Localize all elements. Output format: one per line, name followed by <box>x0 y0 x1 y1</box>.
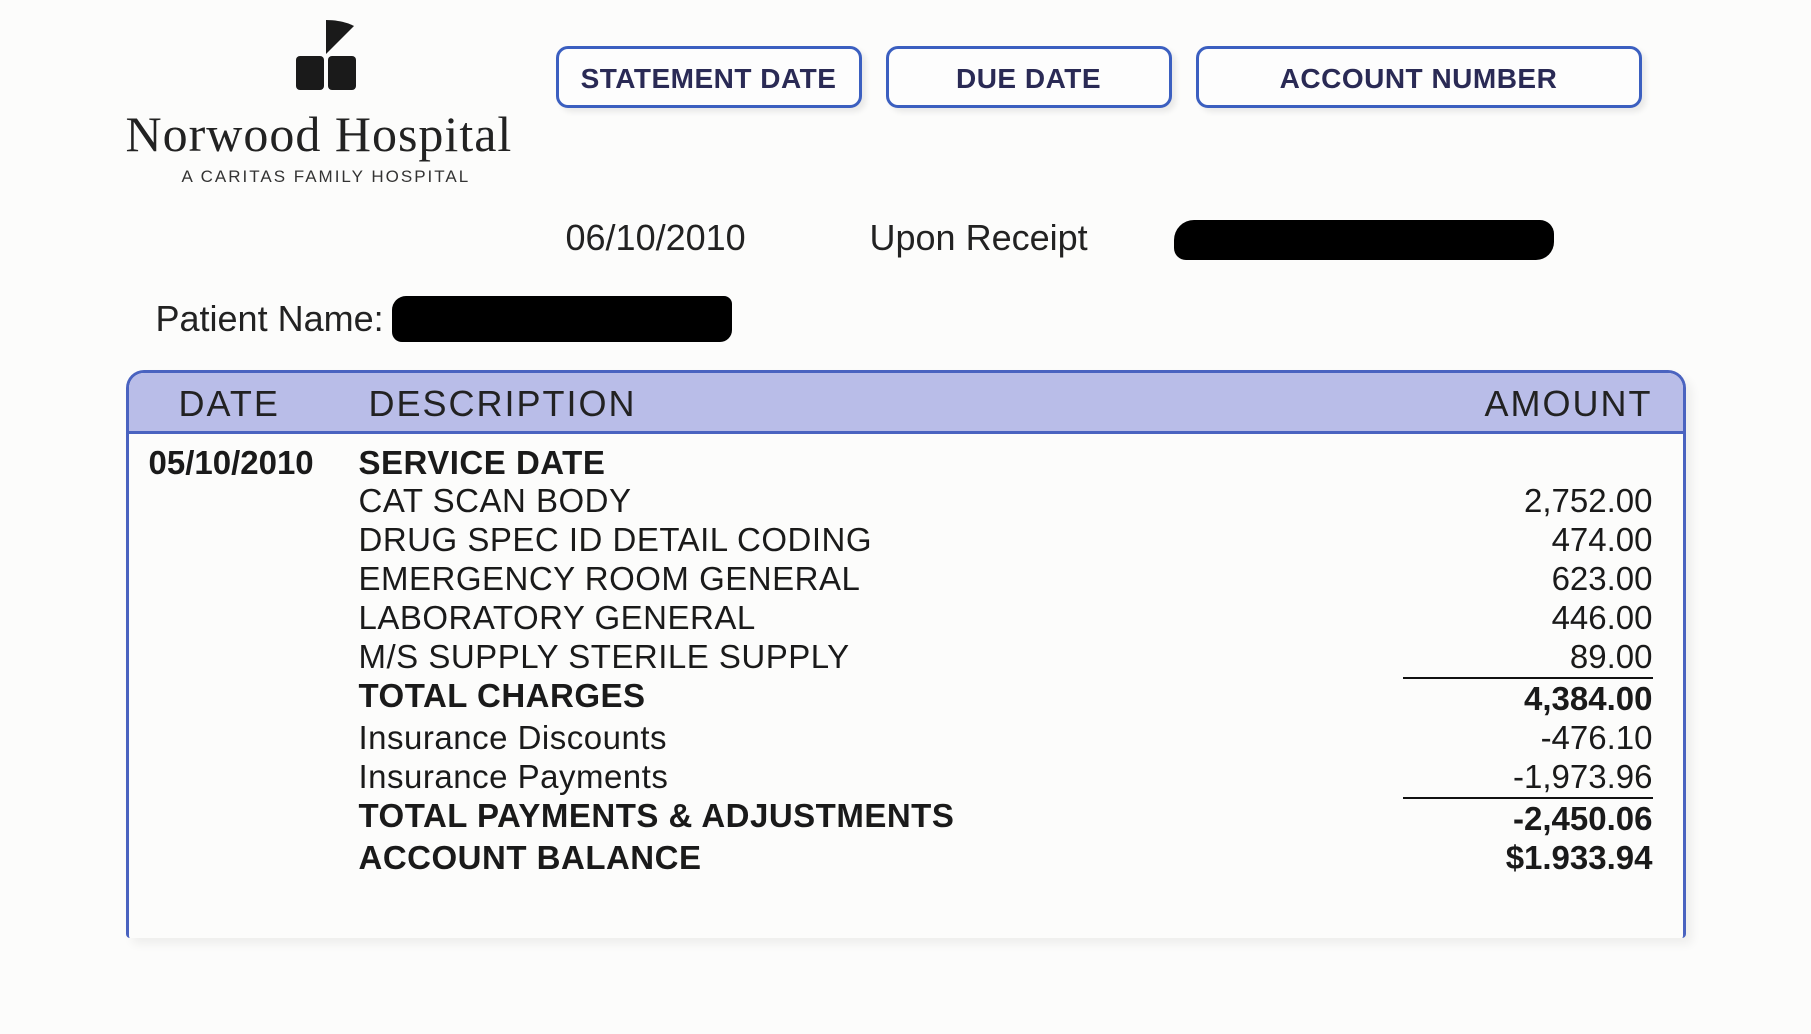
line-amount: 623.00 <box>1403 560 1653 599</box>
line-desc: EMERGENCY ROOM GENERAL <box>359 560 1403 599</box>
line-amount: 446.00 <box>1403 599 1653 638</box>
line-item: CAT SCAN BODY 2,752.00 <box>149 482 1653 521</box>
statement-page: Norwood Hospital A CARITAS FAMILY HOSPIT… <box>96 0 1716 978</box>
patient-name-label: Patient Name: <box>156 298 384 340</box>
line-desc: M/S SUPPLY STERILE SUPPLY <box>359 638 1403 677</box>
line-amount: 2,752.00 <box>1403 482 1653 521</box>
hospital-logo-block: Norwood Hospital A CARITAS FAMILY HOSPIT… <box>126 20 526 187</box>
insurance-discounts-row: Insurance Discounts -476.10 <box>149 719 1653 758</box>
ins-discounts-amount: -476.10 <box>1403 719 1653 758</box>
line-desc: LABORATORY GENERAL <box>359 599 1403 638</box>
line-item: EMERGENCY ROOM GENERAL 623.00 <box>149 560 1653 599</box>
account-balance-row: ACCOUNT BALANCE $1.933.94 <box>149 839 1653 878</box>
line-item: LABORATORY GENERAL 446.00 <box>149 599 1653 638</box>
label-statement-date: STATEMENT DATE <box>556 46 862 108</box>
total-payments-adjustments-row: TOTAL PAYMENTS & ADJUSTMENTS -2,450.06 <box>149 797 1653 839</box>
hospital-tagline: A CARITAS FAMILY HOSPITAL <box>182 167 526 187</box>
service-date-row: 05/10/2010 SERVICE DATE <box>149 444 1653 482</box>
label-due-date: DUE DATE <box>886 46 1172 108</box>
redacted-patient-name <box>392 296 732 342</box>
value-account-number <box>1154 217 1600 260</box>
line-desc: CAT SCAN BODY <box>359 482 1403 521</box>
th-description: DESCRIPTION <box>369 383 1403 425</box>
ins-payments-amount: -1,973.96 <box>1403 758 1653 797</box>
total-pay-adj-label: TOTAL PAYMENTS & ADJUSTMENTS <box>359 797 1403 839</box>
account-balance-label: ACCOUNT BALANCE <box>359 839 1403 878</box>
header-row: Norwood Hospital A CARITAS FAMILY HOSPIT… <box>126 20 1686 187</box>
total-charges-label: TOTAL CHARGES <box>359 677 1403 719</box>
patient-row: Patient Name: <box>126 296 1686 342</box>
charges-table: DATE DESCRIPTION AMOUNT 05/10/2010 SERVI… <box>126 370 1686 937</box>
service-date: 05/10/2010 <box>149 444 359 482</box>
value-statement-date: 06/10/2010 <box>556 217 870 260</box>
ins-discounts-label: Insurance Discounts <box>359 719 1403 758</box>
line-item: DRUG SPEC ID DETAIL CODING 474.00 <box>149 521 1653 560</box>
line-item: M/S SUPPLY STERILE SUPPLY 89.00 <box>149 638 1653 677</box>
table-body: 05/10/2010 SERVICE DATE CAT SCAN BODY 2,… <box>129 434 1683 937</box>
line-amount: 89.00 <box>1403 638 1653 677</box>
line-desc: DRUG SPEC ID DETAIL CODING <box>359 521 1403 560</box>
insurance-payments-row: Insurance Payments -1,973.96 <box>149 758 1653 797</box>
hospital-name: Norwood Hospital <box>126 105 526 163</box>
total-pay-adj-amount: -2,450.06 <box>1403 797 1653 839</box>
th-date: DATE <box>179 383 369 425</box>
account-balance-amount: $1.933.94 <box>1403 839 1653 878</box>
header-values-row: 06/10/2010 Upon Receipt <box>126 217 1686 260</box>
hospital-logo-icon <box>286 20 526 97</box>
total-charges-row: TOTAL CHARGES 4,384.00 <box>149 677 1653 719</box>
service-date-label: SERVICE DATE <box>359 444 1403 482</box>
header-label-boxes: STATEMENT DATE DUE DATE ACCOUNT NUMBER <box>556 46 1686 108</box>
redacted-account-number <box>1174 220 1554 260</box>
ins-payments-label: Insurance Payments <box>359 758 1403 797</box>
label-account-number: ACCOUNT NUMBER <box>1196 46 1642 108</box>
table-header-row: DATE DESCRIPTION AMOUNT <box>129 373 1683 434</box>
th-amount: AMOUNT <box>1403 383 1653 425</box>
line-amount: 474.00 <box>1403 521 1653 560</box>
total-charges-amount: 4,384.00 <box>1403 677 1653 719</box>
value-due-date: Upon Receipt <box>870 217 1154 260</box>
